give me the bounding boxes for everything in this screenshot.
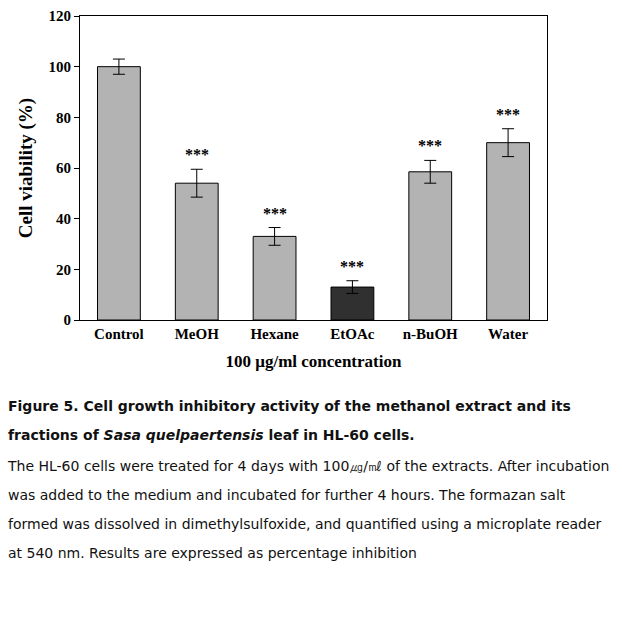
- svg-text:60: 60: [56, 160, 71, 176]
- svg-text:Control: Control: [94, 326, 144, 342]
- svg-text:***: ***: [418, 137, 442, 154]
- svg-text:***: ***: [340, 258, 364, 275]
- svg-text:MeOH: MeOH: [175, 326, 219, 342]
- svg-text:0: 0: [64, 312, 72, 328]
- svg-text:40: 40: [56, 211, 71, 227]
- svg-text:80: 80: [56, 110, 71, 126]
- svg-text:Hexane: Hexane: [250, 326, 299, 342]
- svg-text:EtOAc: EtOAc: [330, 326, 375, 342]
- svg-text:20: 20: [56, 262, 71, 278]
- html-text:The HL-60 cells were treated f: The HL-60 cells were treated for 4 days …: [8, 458, 610, 561]
- svg-text:***: ***: [263, 205, 287, 222]
- svg-text:100: 100: [49, 59, 72, 75]
- svg-text:***: ***: [185, 146, 209, 163]
- svg-text:Water: Water: [488, 326, 528, 342]
- svg-text:100 μg/ml concentration: 100 μg/ml concentration: [226, 352, 402, 371]
- svg-text:***: ***: [496, 106, 520, 123]
- svg-text:120: 120: [49, 8, 72, 24]
- svg-text:Cell viability (%): Cell viability (%): [15, 98, 37, 238]
- svg-text:n-BuOH: n-BuOH: [403, 326, 458, 342]
- html-text:Figure 5. Cell growth inhibito: Figure 5. Cell growth inhibitory activit…: [8, 398, 571, 443]
